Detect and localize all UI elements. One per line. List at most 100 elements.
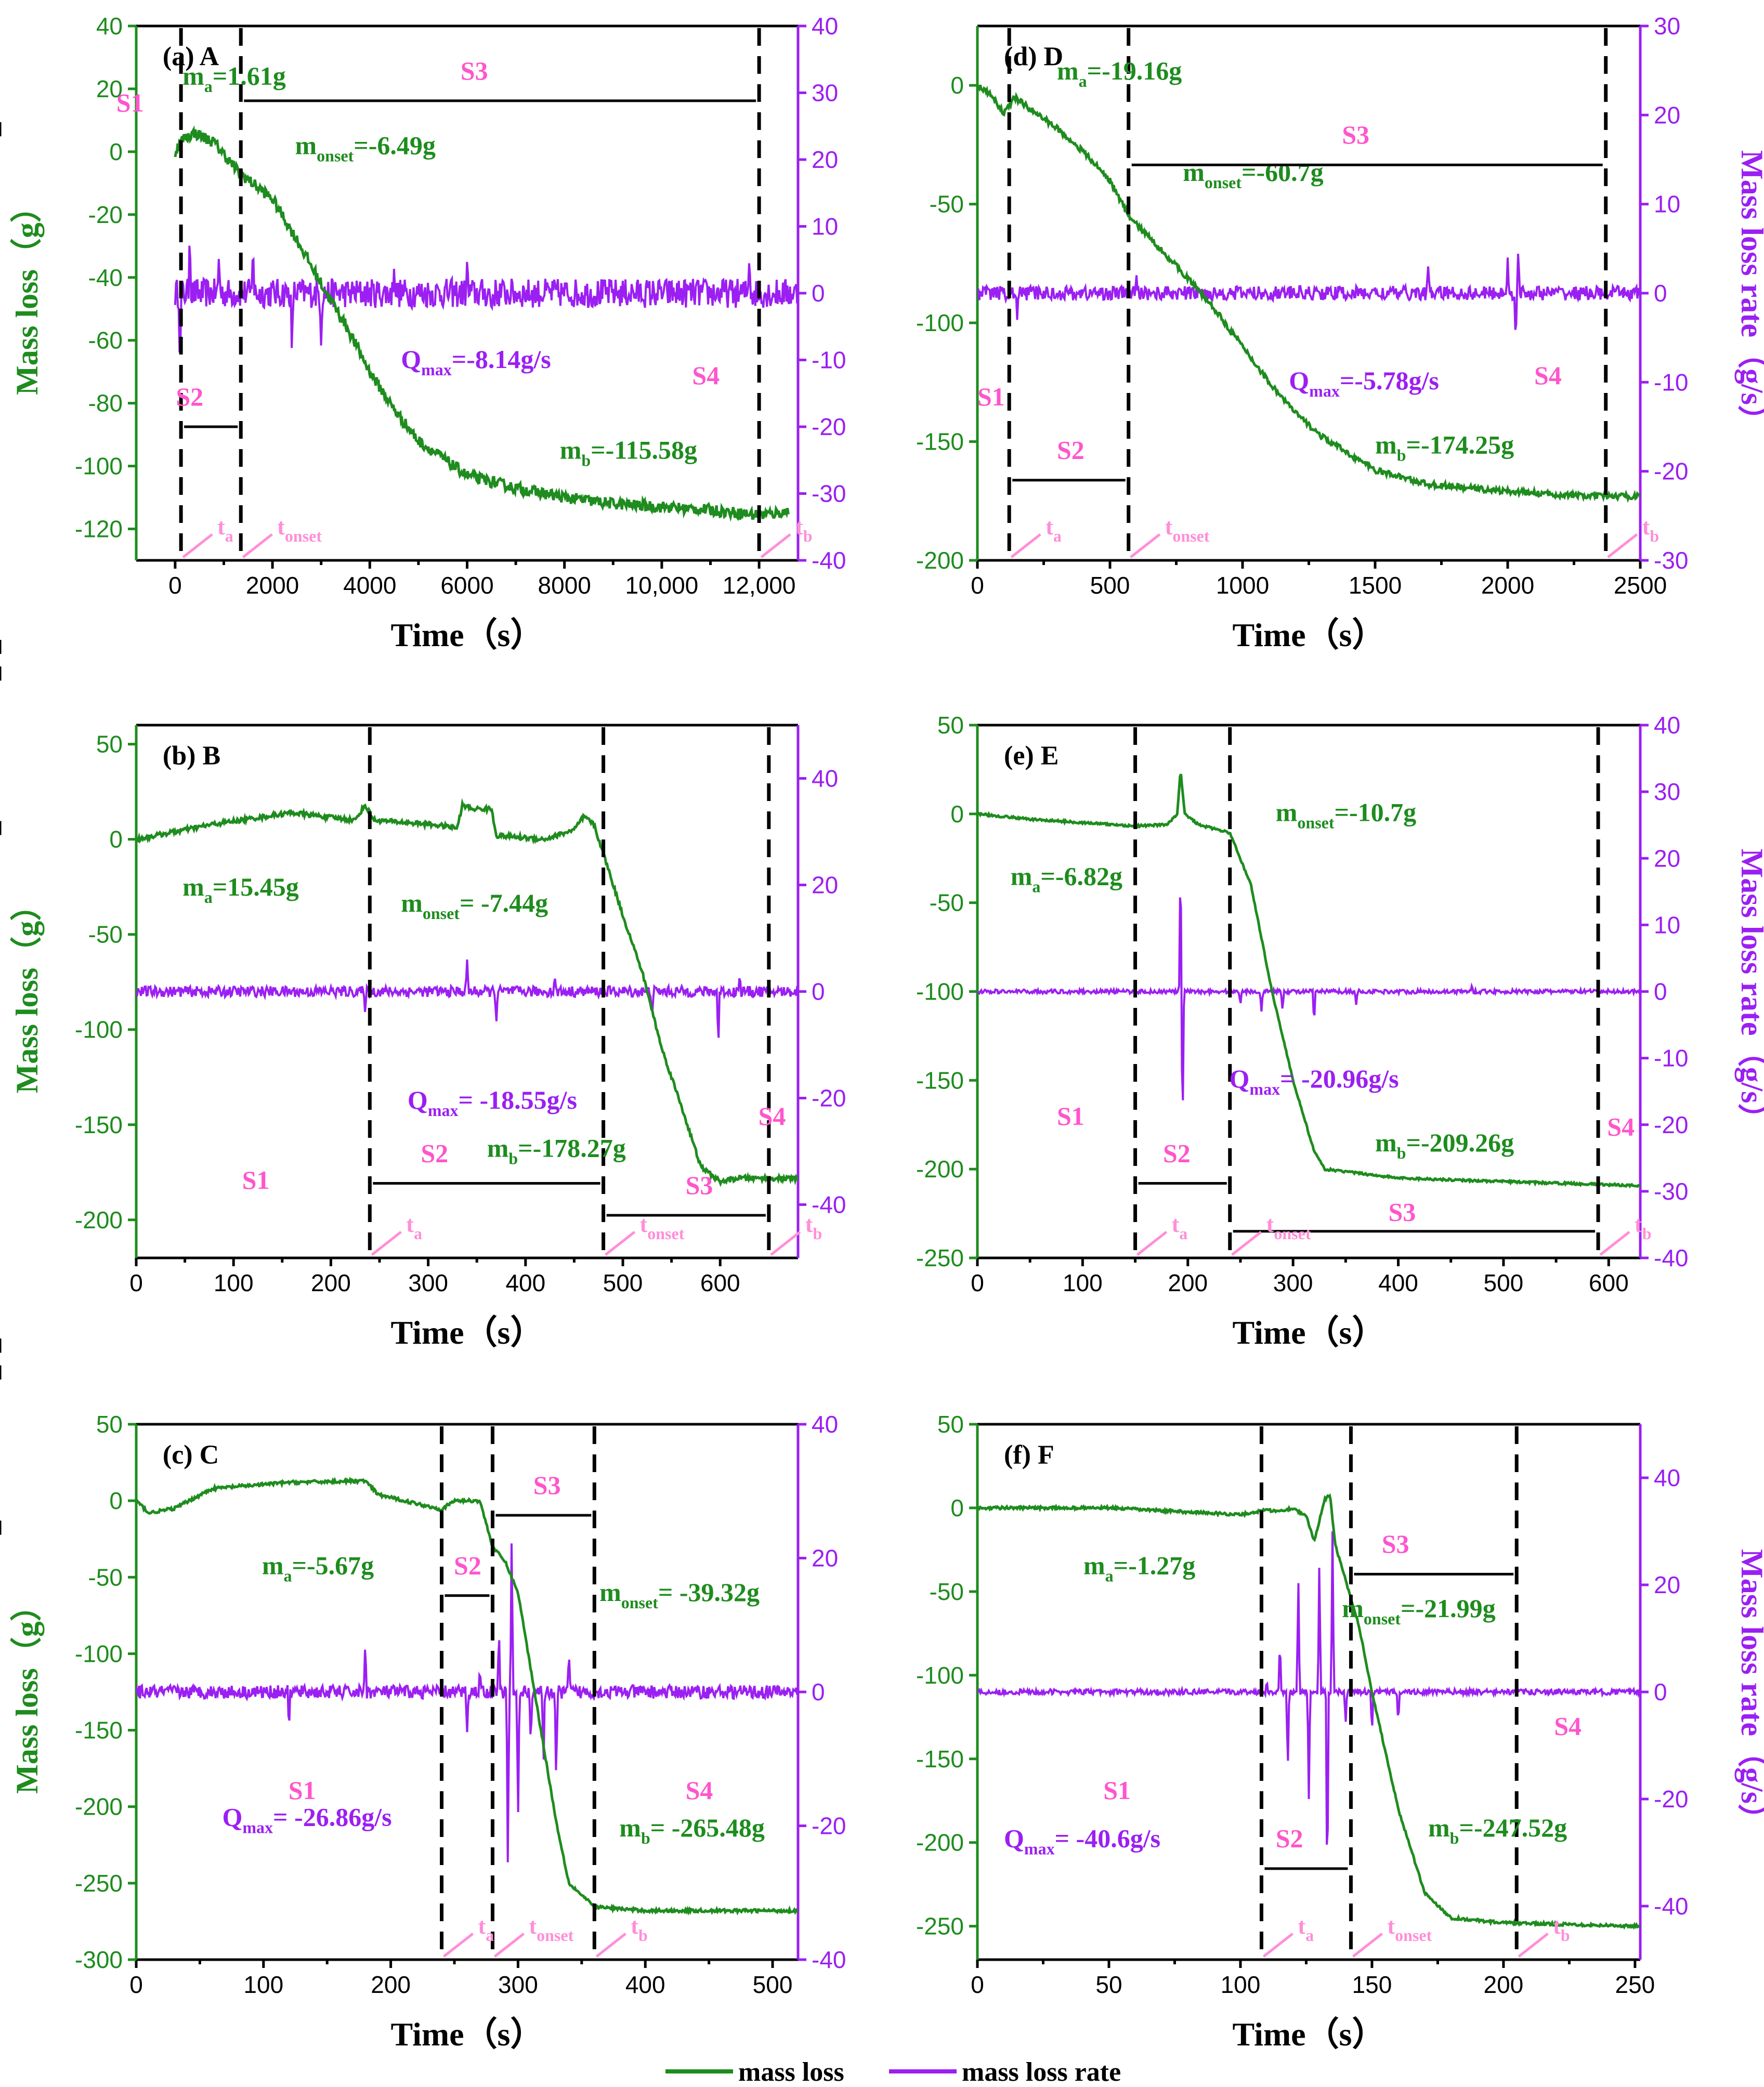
legend-label-mass-loss-rate: mass loss rate (962, 2057, 1121, 2087)
time-marker-arrow-f (1518, 1933, 1549, 1958)
stage-label-s4-c: S4 (686, 1776, 713, 1805)
series-mass-loss-rate-e (977, 897, 1640, 1100)
stage-label-s4-e: S4 (1607, 1112, 1635, 1141)
y2-axis-label-f: Mass loss rate（g/s） (1735, 1549, 1764, 1835)
y2-tick-label-a: -30 (812, 480, 846, 507)
x-tick-label-f: 50 (1095, 1971, 1122, 1998)
annotation-monset-a: monset=-6.49g (295, 131, 436, 165)
y-tick-label-c: -300 (75, 1946, 123, 1973)
time-marker-arrow-a (242, 533, 273, 558)
y-tick-label-d: -150 (916, 428, 964, 455)
time-marker-onset-c: tonset (529, 1913, 573, 1945)
time-marker-arrow-a (182, 533, 213, 558)
series-mass-loss-d (977, 84, 1640, 503)
y-tick-label-d: -50 (930, 191, 964, 218)
time-marker-arrow-b (371, 1231, 402, 1256)
series-mass-loss-rate-b (136, 959, 798, 1038)
chart-panel-b: 0 100 200 300 400 500 600-200-150-100-50050-40… (0, 640, 846, 1351)
time-marker-b-c: tb (631, 1913, 647, 1945)
y-tick-label-c: -200 (75, 1793, 123, 1820)
y-tick-label-c: 0 (109, 1487, 123, 1514)
y-tick-label-f: 50 (937, 1411, 964, 1438)
annotation-monset-b: monset= -7.44g (401, 888, 548, 923)
x-tick-label-d: 1500 (1349, 572, 1402, 599)
annotation-mb-b: mb=-178.27g (487, 1133, 626, 1167)
x-tick-label-c: 300 (498, 1971, 538, 1998)
x-axis-label-e: Time（s） (1233, 1314, 1386, 1351)
stage-label-s2-c: S2 (454, 1551, 481, 1580)
x-tick-label-a: 12,000 (723, 572, 796, 599)
stage-label-s2-b: S2 (421, 1139, 448, 1168)
y2-tick-label-a: 30 (812, 80, 838, 107)
time-marker-onset-f: tonset (1387, 1913, 1432, 1945)
time-marker-b-b: tb (805, 1212, 822, 1243)
x-tick-label-e: 600 (1589, 1269, 1629, 1296)
y-tick-label-f: -200 (916, 1829, 964, 1856)
y-tick-label-a: -20 (88, 201, 123, 228)
y-tick-label-c: -150 (75, 1717, 123, 1744)
y-tick-label-f: -50 (930, 1578, 964, 1605)
y2-tick-label-d: 30 (1654, 12, 1680, 40)
panel-label-b: (b) B (163, 741, 220, 771)
stage-label-s1-a: S1 (116, 88, 144, 117)
annotation-qmax-e: Qmax= -20.96g/s (1230, 1064, 1399, 1098)
y-axis-label-c: Mass loss（g） (9, 1590, 44, 1794)
x-tick-label-c: 500 (753, 1971, 793, 1998)
y2-tick-label-a: -10 (812, 347, 846, 374)
annotation-mb-f: mb=-247.52g (1428, 1813, 1567, 1847)
y2-tick-label-a: 0 (812, 280, 825, 307)
stage-label-s2-e: S2 (1163, 1139, 1191, 1168)
annotation-qmax-d: Qmax=-5.78g/s (1289, 366, 1439, 400)
y2-tick-label-f: 40 (1654, 1464, 1680, 1491)
stage-label-s3-e: S3 (1389, 1197, 1416, 1226)
y2-tick-label-f: -40 (1654, 1893, 1688, 1920)
time-marker-arrow-e (1136, 1231, 1168, 1256)
x-tick-label-f: 0 (971, 1971, 984, 1998)
x-tick-label-a: 8000 (538, 572, 591, 599)
stage-label-s1-b: S1 (242, 1165, 270, 1195)
time-marker-a-f: ta (1298, 1913, 1314, 1945)
y2-tick-label-a: 40 (812, 12, 838, 40)
series-mass-loss-rate-f (977, 1531, 1640, 1845)
x-tick-label-c: 100 (243, 1971, 283, 1998)
annotation-mb-e: mb=-209.26g (1375, 1128, 1514, 1162)
stage-label-s4-f: S4 (1554, 1711, 1582, 1740)
y2-tick-label-b: 20 (812, 872, 838, 899)
x-tick-label-c: 400 (625, 1971, 665, 1998)
panel-label-a: (a) A (163, 42, 219, 72)
y2-tick-label-b: -40 (812, 1191, 846, 1218)
time-marker-arrow-c (442, 1933, 474, 1958)
y2-tick-label-e: 0 (1654, 978, 1667, 1005)
panel-label-c: (c) C (163, 1440, 219, 1470)
time-marker-arrow-f (1352, 1933, 1383, 1958)
y2-axis-label-d: Mass loss rate（g/s） (1735, 150, 1764, 436)
stage-label-s3-c: S3 (533, 1471, 561, 1500)
x-tick-label-e: 200 (1168, 1269, 1208, 1296)
chart-panel-d: 0 500 1000 1500 2000 2500-200-150-100-500-30-… (0, 12, 1764, 653)
y-axis-label-b: Mass loss（g） (9, 890, 44, 1094)
x-tick-label-e: 300 (1273, 1269, 1313, 1296)
y-tick-label-f: 0 (950, 1494, 964, 1521)
y2-tick-label-f: 0 (1654, 1678, 1667, 1705)
time-marker-arrow-f (1262, 1933, 1293, 1958)
y2-tick-label-a: -20 (812, 413, 846, 440)
stage-label-s1-d: S1 (977, 382, 1005, 411)
y2-tick-label-e: -40 (1654, 1244, 1688, 1271)
y2-tick-label-d: -10 (1654, 369, 1688, 396)
x-tick-label-b: 100 (214, 1269, 254, 1296)
y-tick-label-a: 0 (109, 138, 123, 165)
x-tick-label-d: 0 (971, 572, 984, 599)
stage-label-s2-d: S2 (1057, 436, 1084, 465)
y2-tick-label-e: -30 (1654, 1178, 1688, 1205)
x-tick-label-e: 400 (1378, 1269, 1418, 1296)
x-tick-label-e: 0 (971, 1269, 984, 1296)
x-tick-label-d: 1000 (1216, 572, 1269, 599)
y-tick-label-d: -200 (916, 547, 964, 574)
y-tick-label-a: -40 (88, 264, 123, 291)
time-marker-arrow-b (605, 1231, 636, 1256)
series-mass-loss-rate-a (174, 245, 798, 353)
legend-label-mass-loss: mass loss (738, 2057, 844, 2087)
x-tick-label-d: 2500 (1614, 572, 1667, 599)
annotation-ma-d: ma=-19.16g (1057, 56, 1182, 90)
annotation-monset-e: monset=-10.7g (1276, 798, 1416, 832)
